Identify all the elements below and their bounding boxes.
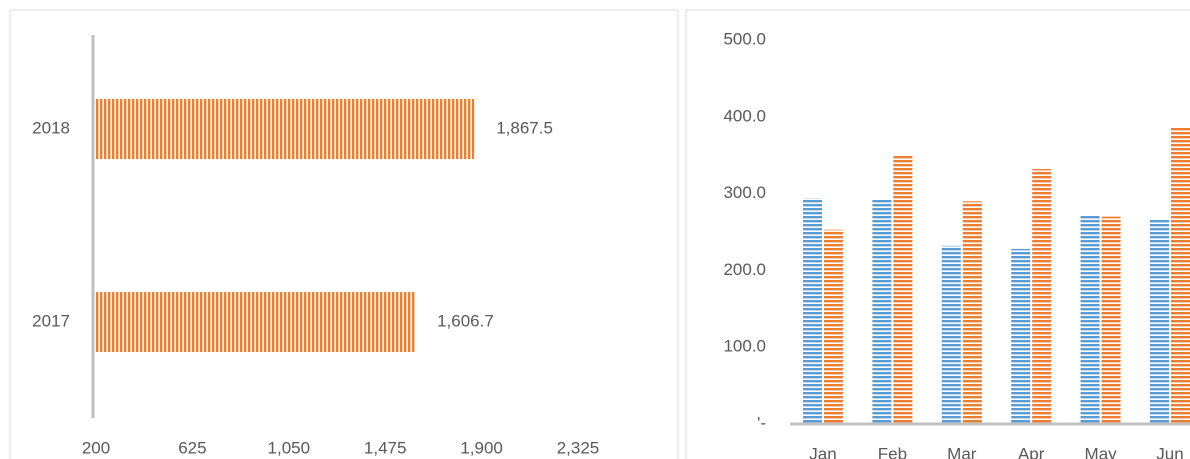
x-tick-label: Mar — [947, 444, 977, 459]
y-tick-label: 2018 — [32, 118, 70, 137]
bar — [1011, 248, 1031, 424]
bar — [824, 229, 843, 424]
x-tick-label: 625 — [178, 438, 206, 457]
bar — [1032, 169, 1052, 424]
bar — [872, 198, 892, 424]
x-tick-label: Feb — [878, 444, 907, 459]
x-tick-label: 1,050 — [268, 438, 311, 457]
x-tick-label: 1,475 — [364, 438, 407, 457]
bar — [893, 155, 913, 424]
y-tick-label: 200.0 — [723, 260, 766, 279]
y-tick-label: 100.0 — [723, 337, 766, 356]
bar — [96, 99, 475, 159]
x-tick-label: 2,325 — [557, 438, 600, 457]
x-tick-label: May — [1085, 444, 1118, 459]
bar — [803, 198, 822, 424]
left-panel — [9, 9, 679, 459]
data-label: 1,606.7 — [437, 311, 494, 330]
x-tick-label: 200 — [82, 438, 110, 457]
bar — [962, 201, 982, 424]
y-tick-label: 2017 — [32, 311, 70, 330]
bar — [1171, 126, 1190, 424]
data-label: 1,867.5 — [496, 118, 553, 137]
y-tick-label: 500.0 — [723, 29, 766, 48]
x-tick-label: Apr — [1018, 444, 1045, 459]
bar — [1080, 215, 1100, 424]
y-tick-label: 300.0 — [723, 183, 766, 202]
y-tick-label: 400.0 — [723, 106, 766, 125]
bar — [96, 292, 416, 352]
y-tick-label: '- — [757, 413, 766, 432]
x-tick-label: Jun — [1156, 444, 1183, 459]
bar — [1150, 218, 1169, 424]
x-tick-label: Jan — [809, 444, 836, 459]
x-tick-label: 1,900 — [460, 438, 503, 457]
right-panel — [685, 9, 1190, 459]
bar — [1101, 216, 1121, 424]
bar — [941, 245, 961, 424]
